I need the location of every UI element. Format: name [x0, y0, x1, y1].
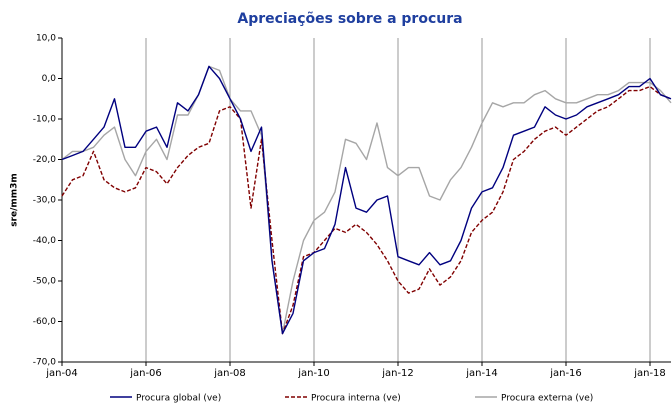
y-tick-label: -10,0: [33, 115, 57, 125]
legend-label: Procura global (ve): [136, 394, 221, 404]
y-tick-label: 0,0: [42, 74, 57, 84]
y-tick-label: -30,0: [33, 196, 57, 206]
y-tick-label: -70,0: [33, 358, 57, 368]
x-tick-label: jan-08: [213, 368, 246, 379]
y-tick-label: -40,0: [33, 236, 57, 246]
x-tick-label: jan-16: [549, 368, 582, 379]
x-tick-label: jan-18: [633, 368, 666, 379]
legend-label: Procura interna (ve): [311, 394, 401, 404]
legend-label: Procura externa (ve): [501, 394, 593, 404]
x-tick-label: jan-12: [381, 368, 414, 379]
x-tick-label: jan-10: [297, 368, 330, 379]
series-line: [61, 85, 672, 335]
series-line: [61, 65, 672, 335]
x-tick-label: jan-04: [45, 368, 78, 379]
y-axis-label: sre/mm3m: [10, 173, 20, 227]
x-tick-label: jan-14: [465, 368, 498, 379]
series-line: [61, 65, 672, 335]
x-tick-label: jan-06: [129, 368, 162, 379]
y-tick-label: -50,0: [33, 277, 57, 287]
y-tick-label: -20,0: [33, 155, 57, 165]
chart-title: Apreciações sobre a procura: [237, 11, 462, 27]
y-tick-label: -60,0: [33, 317, 57, 327]
y-tick-label: 10,0: [36, 34, 56, 44]
